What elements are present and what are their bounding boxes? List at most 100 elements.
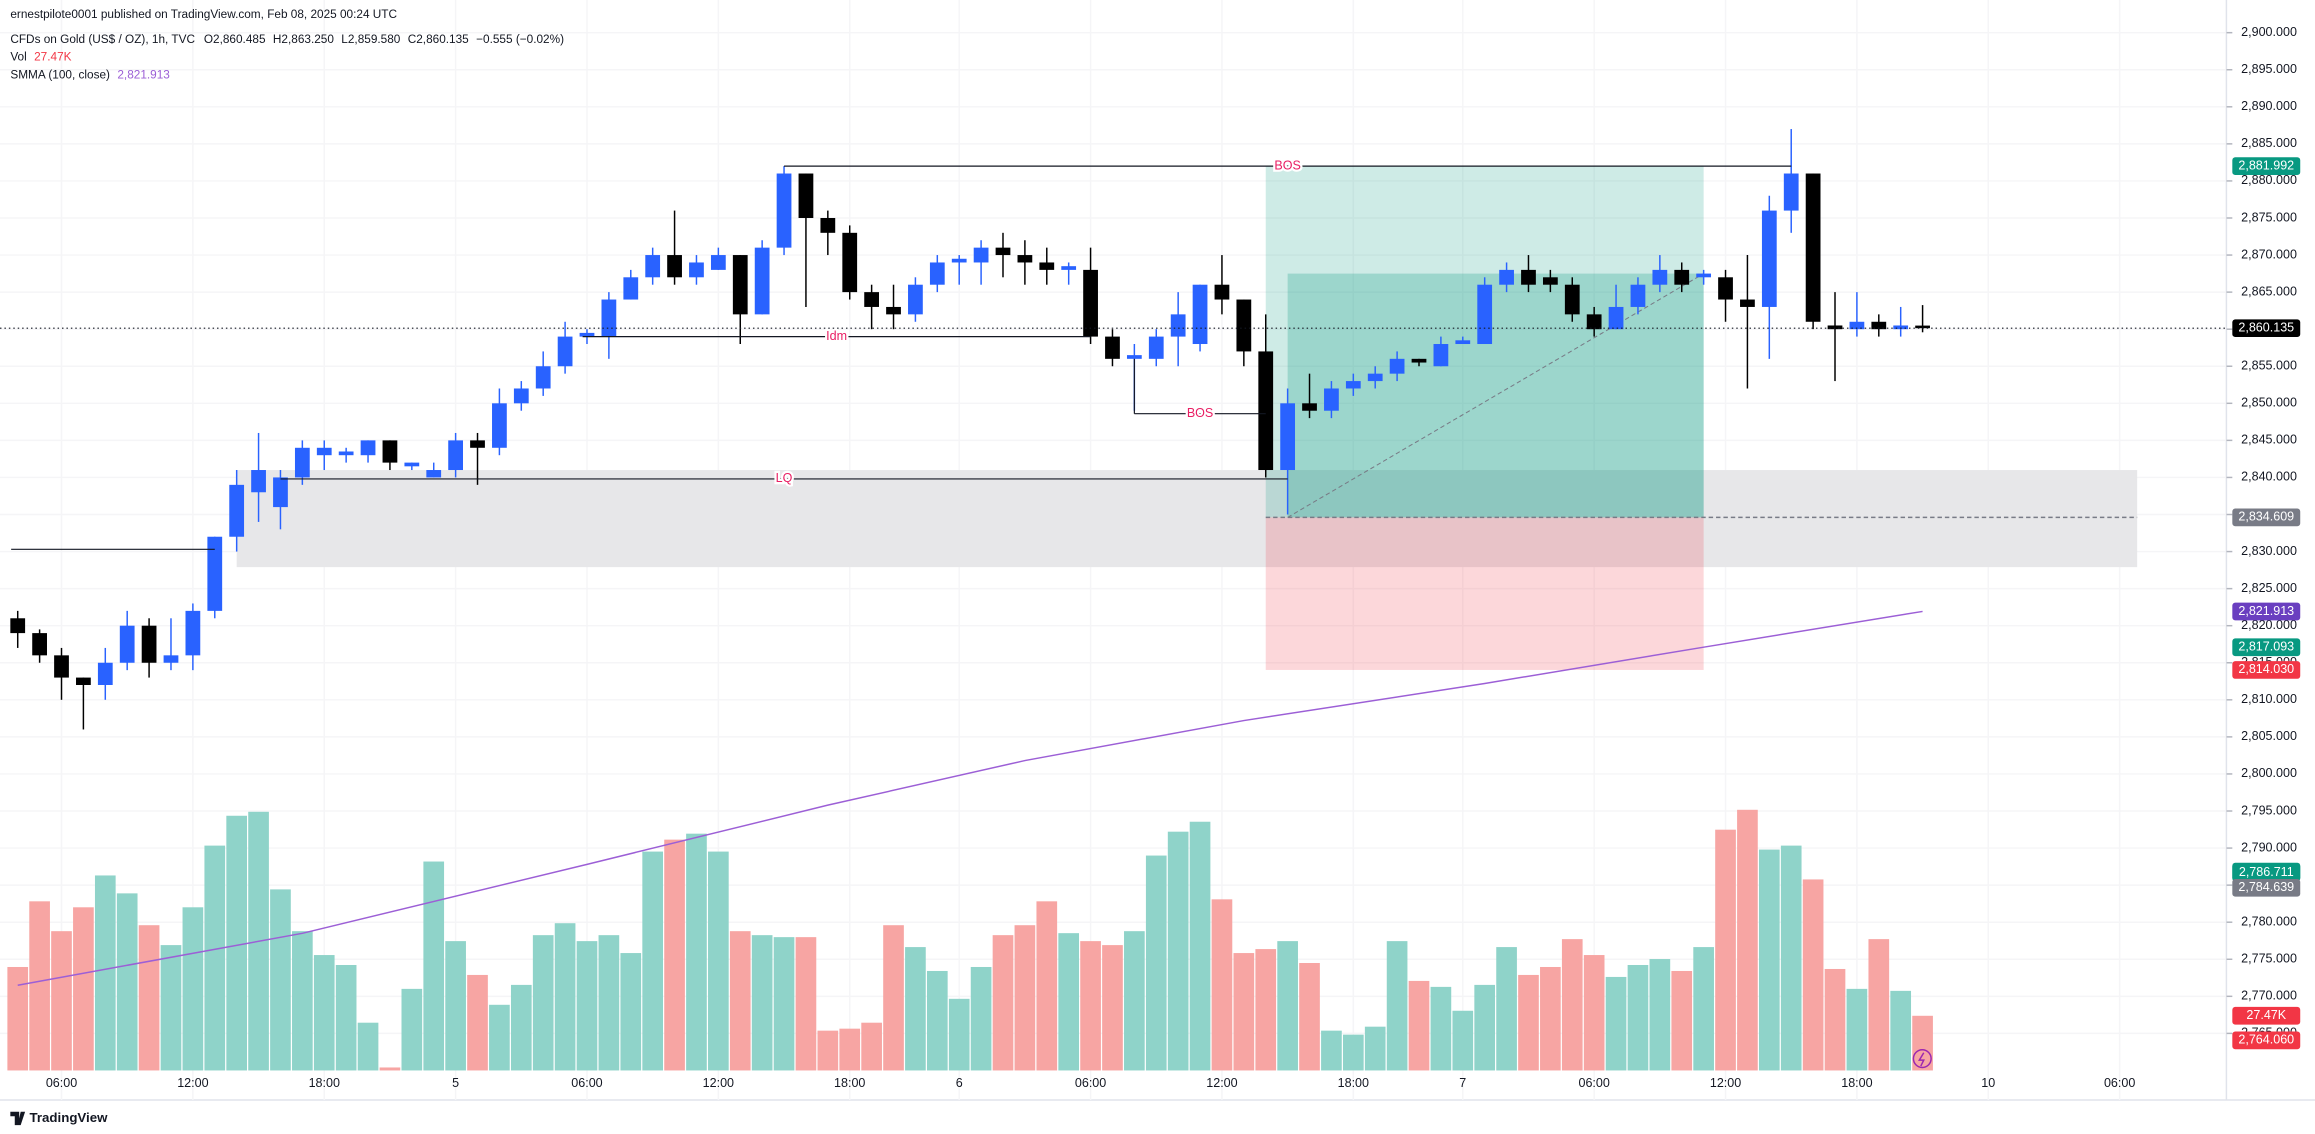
volume-bar — [1124, 931, 1145, 1071]
candle-body — [448, 440, 463, 471]
candle-body — [251, 470, 266, 493]
volume-bar — [292, 931, 313, 1071]
candle-body — [908, 284, 923, 315]
level-label: BOS — [1274, 158, 1300, 172]
volume-bar — [1912, 1015, 1933, 1071]
volume-bar — [445, 941, 466, 1071]
volume-bar — [598, 935, 620, 1071]
candle-body — [973, 247, 989, 263]
volume-bar — [1649, 959, 1671, 1071]
publisher: ernestpilote0001 published on TradingVie… — [10, 7, 397, 21]
ohlc-value: 2,863.250 — [281, 32, 334, 46]
candle-body — [1564, 284, 1580, 315]
volume-bar — [620, 953, 642, 1071]
position-loss — [1265, 517, 1704, 670]
y-tick-label: 2,795.000 — [2241, 803, 2297, 817]
price-tag: 2,786.711 — [2239, 865, 2294, 879]
alert-icon[interactable] — [1912, 1049, 1932, 1069]
candle-body — [1148, 336, 1164, 359]
volume-bar — [532, 935, 554, 1071]
ohlc-label: H — [273, 32, 282, 46]
candle-body — [273, 477, 288, 508]
candle-body — [382, 440, 398, 463]
candle-body — [1258, 351, 1274, 471]
volume-bar — [1758, 849, 1780, 1071]
candle-body — [1083, 269, 1098, 337]
candle-body — [1915, 325, 1930, 329]
candle-body — [667, 255, 682, 278]
volume-bar — [379, 1067, 401, 1071]
volume-bar — [751, 935, 773, 1071]
candle-body — [54, 655, 69, 678]
candle-body — [1521, 269, 1536, 285]
y-tick-label: 2,800.000 — [2241, 766, 2297, 780]
volume-bar — [1846, 988, 1868, 1071]
candle-body — [1324, 388, 1339, 411]
volume-bar — [1342, 1034, 1364, 1071]
price-tag-bg — [2232, 508, 2301, 527]
ohlc-value: 2,860.135 — [416, 32, 469, 46]
price-tag: 2,814.030 — [2238, 662, 2294, 676]
candle-body — [1740, 299, 1755, 307]
volume-bar — [1299, 963, 1320, 1071]
candle-body — [579, 332, 595, 337]
y-tick-label: 2,830.000 — [2241, 544, 2297, 558]
x-tick-label: 06:00 — [1578, 1076, 1609, 1090]
price-tag: 2,784.639 — [2238, 880, 2294, 894]
volume-bar — [905, 947, 926, 1071]
volume-bar — [554, 923, 576, 1071]
price-tag-bg — [2232, 661, 2301, 679]
volume-bar — [510, 984, 532, 1071]
price-tag: 2,817.093 — [2238, 640, 2294, 654]
volume-bar — [29, 901, 50, 1071]
legend-symbol: CFDs on Gold (US$ / OZ), 1h, TVC O2,860.4… — [10, 32, 564, 46]
change: −0.555 (−0.02%) — [476, 32, 564, 46]
y-tick-label: 2,790.000 — [2241, 840, 2297, 854]
smma-name: SMMA (100, close) — [10, 67, 110, 81]
x-tick-label: 10 — [1981, 1076, 1995, 1090]
price-tag-bg — [2232, 1031, 2301, 1050]
volume-bar — [1058, 933, 1080, 1071]
y-tick-label: 2,900.000 — [2241, 25, 2297, 39]
candle-body — [929, 262, 945, 285]
volume-bar — [467, 974, 488, 1071]
candle-body — [1871, 321, 1887, 330]
price-axis: 2,900.000 2,895.000 2,890.000 2,885.000 2,88… — [46, 25, 2301, 1090]
volume-bar — [1627, 964, 1649, 1071]
price-tag-bg — [2232, 878, 2301, 897]
volume-bar — [861, 1022, 882, 1071]
volume-bar — [1277, 941, 1298, 1071]
ohlc-label: L — [341, 32, 348, 46]
candle-body — [470, 440, 485, 448]
x-tick-label: 12:00 — [703, 1076, 734, 1090]
candle-body — [1170, 314, 1186, 337]
x-tick-label: 06:00 — [1075, 1076, 1106, 1090]
volume-bar — [970, 966, 992, 1071]
x-tick-label: 12:00 — [1206, 1076, 1237, 1090]
candle-body — [1542, 277, 1558, 285]
candle-body — [1389, 358, 1405, 374]
alert-bolt — [1918, 1052, 1925, 1067]
volume-bar — [576, 941, 598, 1071]
candle-body — [1849, 321, 1865, 330]
volume-bar — [1802, 879, 1824, 1071]
candle-body — [97, 662, 113, 685]
candle-body — [645, 255, 661, 278]
volume-tag: 27.47K — [2246, 1008, 2286, 1022]
logo-mark — [10, 1111, 26, 1126]
candle-body — [32, 633, 47, 656]
candle-body — [557, 336, 573, 367]
candle-body — [1280, 403, 1296, 471]
x-tick-label: 18:00 — [1338, 1076, 1369, 1090]
volume-bar — [773, 937, 795, 1071]
candle-body — [1477, 284, 1493, 345]
volume-bar — [1540, 966, 1561, 1071]
volume-bar — [1715, 829, 1736, 1071]
volume-bar — [1561, 939, 1583, 1071]
volume-bar — [1321, 1030, 1342, 1071]
candle-body — [1499, 269, 1514, 285]
y-tick-label: 2,805.000 — [2241, 729, 2297, 743]
volume-bar — [1868, 939, 1890, 1071]
x-tick-label: 18:00 — [834, 1076, 865, 1090]
